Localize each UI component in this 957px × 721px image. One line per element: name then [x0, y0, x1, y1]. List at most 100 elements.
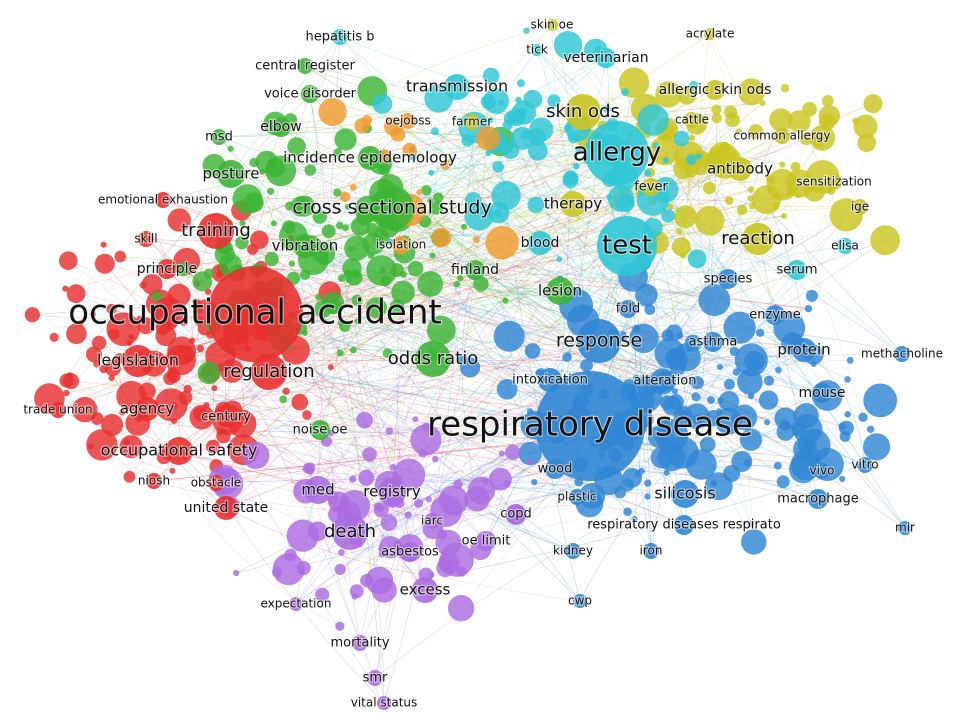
- term-node[interactable]: [332, 29, 348, 45]
- cluster-node: [170, 402, 178, 410]
- term-node[interactable]: [358, 146, 382, 170]
- term-node[interactable]: [577, 319, 621, 363]
- term-node[interactable]: [165, 437, 193, 465]
- term-node[interactable]: [211, 129, 227, 145]
- term-node[interactable]: [531, 44, 543, 56]
- term-node[interactable]: [704, 28, 716, 40]
- term-node[interactable]: [585, 121, 649, 185]
- term-node[interactable]: [392, 236, 410, 254]
- term-node[interactable]: [619, 300, 637, 318]
- term-node[interactable]: [674, 515, 694, 535]
- term-node[interactable]: [377, 696, 391, 710]
- cluster-node: [752, 185, 781, 215]
- term-node[interactable]: [852, 199, 868, 215]
- cluster-node: [315, 587, 330, 602]
- term-node[interactable]: [684, 112, 700, 128]
- cluster-node: [382, 348, 393, 358]
- term-node[interactable]: [728, 157, 752, 181]
- term-node[interactable]: [812, 383, 832, 403]
- term-node[interactable]: [742, 223, 774, 255]
- term-node[interactable]: [703, 332, 723, 352]
- term-node[interactable]: [207, 266, 303, 362]
- term-node[interactable]: [146, 473, 162, 489]
- term-node[interactable]: [198, 213, 234, 249]
- cluster-node: [282, 220, 296, 234]
- term-node[interactable]: [792, 338, 816, 362]
- term-node[interactable]: [138, 231, 154, 247]
- term-node[interactable]: [157, 259, 177, 279]
- link-line: [215, 400, 729, 484]
- term-node[interactable]: [217, 160, 245, 188]
- term-label: agency: [120, 400, 175, 418]
- link-line: [309, 93, 426, 591]
- term-node[interactable]: [297, 58, 313, 74]
- term-node[interactable]: [705, 80, 725, 100]
- term-node[interactable]: [424, 513, 440, 529]
- cluster-node: [818, 113, 836, 131]
- link-line: [218, 136, 581, 602]
- term-node[interactable]: [332, 514, 368, 550]
- term-node[interactable]: [655, 371, 675, 391]
- term-node[interactable]: [214, 496, 238, 520]
- term-node[interactable]: [251, 354, 287, 390]
- term-node[interactable]: [122, 345, 154, 377]
- term-node[interactable]: [774, 128, 790, 144]
- term-node[interactable]: [643, 543, 659, 559]
- term-node[interactable]: [597, 216, 657, 276]
- term-node[interactable]: [370, 186, 414, 230]
- term-node[interactable]: [573, 594, 587, 608]
- term-node[interactable]: [814, 463, 830, 479]
- term-node[interactable]: [546, 277, 574, 305]
- term-node[interactable]: [412, 577, 438, 603]
- cluster-node: [736, 204, 748, 216]
- term-node[interactable]: [415, 341, 451, 377]
- term-node[interactable]: [400, 542, 420, 562]
- term-node[interactable]: [289, 597, 303, 611]
- cluster-node: [282, 387, 290, 395]
- term-node[interactable]: [465, 260, 485, 280]
- term-node[interactable]: [208, 475, 224, 491]
- term-node[interactable]: [528, 231, 552, 255]
- term-node[interactable]: [476, 531, 496, 551]
- term-node[interactable]: [596, 48, 616, 68]
- term-node[interactable]: [293, 234, 317, 258]
- term-node[interactable]: [535, 371, 645, 481]
- term-node[interactable]: [444, 74, 470, 100]
- term-node[interactable]: [894, 346, 910, 362]
- cluster-node: [853, 114, 878, 139]
- term-label: protein: [777, 341, 830, 359]
- term-node[interactable]: [367, 670, 383, 686]
- cluster-node: [183, 353, 192, 363]
- term-node[interactable]: [787, 260, 807, 280]
- term-node[interactable]: [826, 174, 842, 190]
- term-node[interactable]: [837, 238, 853, 254]
- cluster-node: [716, 364, 723, 370]
- cluster-node: [503, 111, 518, 126]
- term-node[interactable]: [310, 420, 330, 440]
- term-node[interactable]: [352, 635, 368, 651]
- term-node[interactable]: [565, 543, 581, 559]
- term-node[interactable]: [50, 402, 66, 418]
- term-node[interactable]: [135, 397, 159, 421]
- term-node[interactable]: [301, 85, 319, 103]
- term-node[interactable]: [560, 191, 586, 217]
- term-node[interactable]: [857, 457, 873, 473]
- term-node[interactable]: [464, 114, 480, 130]
- term-node[interactable]: [569, 489, 585, 505]
- term-node[interactable]: [765, 305, 785, 325]
- term-node[interactable]: [718, 269, 738, 289]
- term-node[interactable]: [898, 521, 912, 535]
- term-node[interactable]: [565, 94, 601, 130]
- term-node[interactable]: [304, 476, 332, 504]
- term-node[interactable]: [808, 489, 828, 509]
- term-node[interactable]: [216, 407, 236, 427]
- term-node[interactable]: [378, 478, 406, 506]
- cluster-node: [671, 237, 691, 257]
- term-node[interactable]: [155, 192, 171, 208]
- term-node[interactable]: [546, 19, 558, 31]
- term-node[interactable]: [671, 480, 699, 508]
- term-node[interactable]: [400, 113, 416, 129]
- term-node[interactable]: [642, 178, 660, 196]
- term-node[interactable]: [271, 117, 291, 137]
- term-node[interactable]: [506, 504, 526, 524]
